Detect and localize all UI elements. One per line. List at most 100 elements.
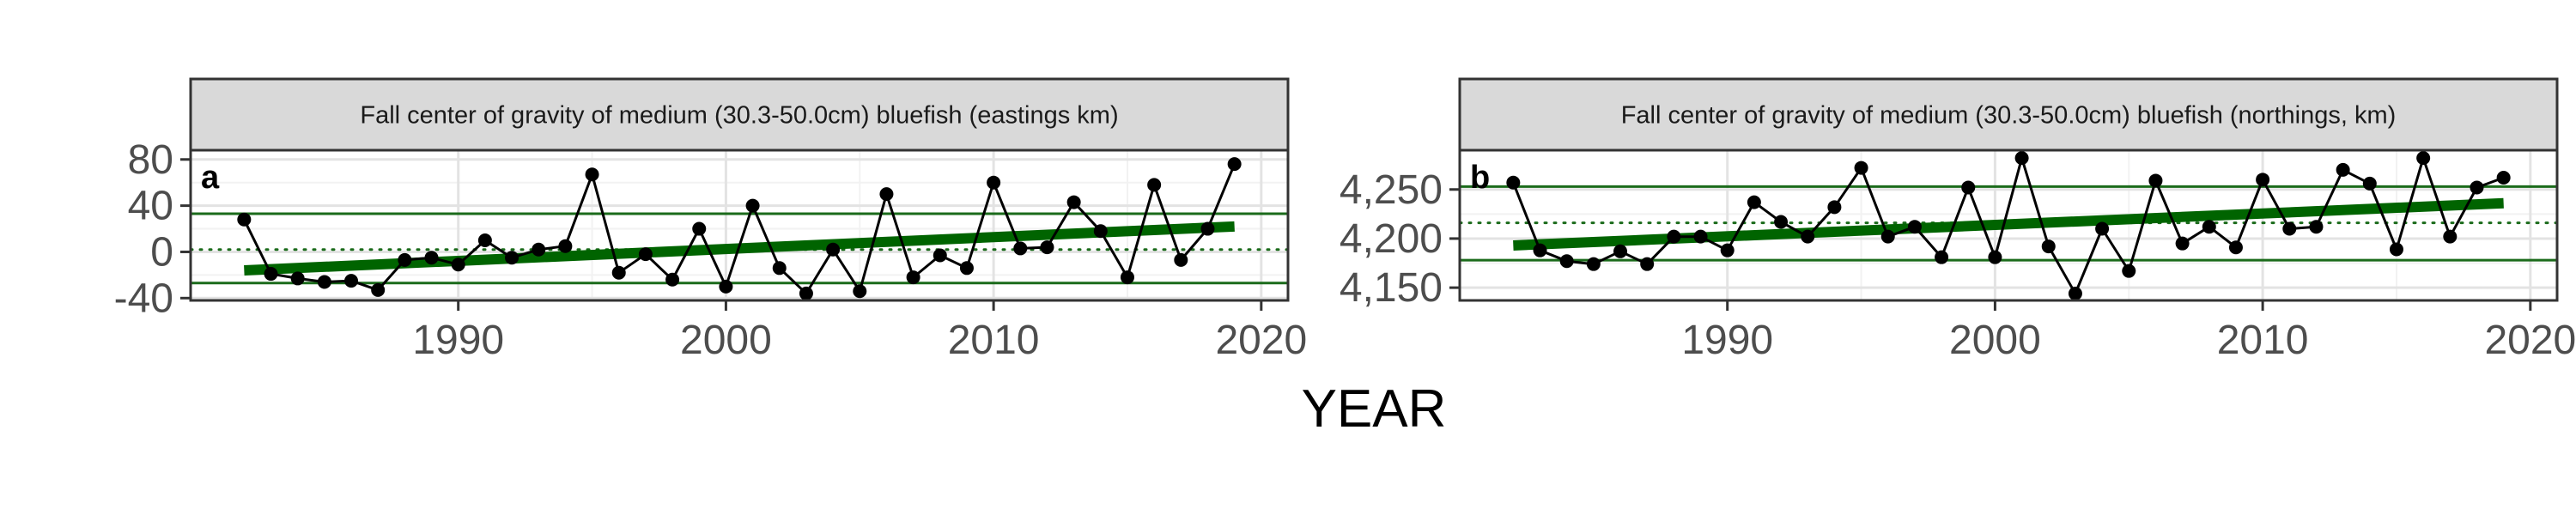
- data-point: [719, 279, 733, 294]
- data-point: [2389, 242, 2403, 257]
- data-point: [1013, 241, 1028, 256]
- data-point: [1880, 229, 1895, 244]
- data-point: [585, 167, 599, 182]
- x-tick-label: 1990: [412, 318, 504, 363]
- data-point: [2202, 220, 2216, 234]
- data-point: [826, 242, 841, 257]
- data-point: [2228, 240, 2243, 255]
- x-tick-label: 2000: [680, 318, 772, 363]
- data-point: [237, 212, 252, 227]
- panel-a-strip-title: Fall center of gravity of medium (30.3-5…: [360, 102, 1118, 130]
- data-point: [398, 252, 412, 267]
- data-point: [853, 284, 867, 299]
- x-tick-label: 2010: [948, 318, 1040, 363]
- data-point: [1040, 240, 1054, 255]
- data-point: [1907, 220, 1922, 234]
- data-point: [290, 271, 305, 286]
- data-point: [1559, 254, 1574, 269]
- data-point: [799, 286, 813, 300]
- x-tick-label: 2020: [2484, 318, 2576, 363]
- data-point: [2122, 264, 2136, 278]
- data-point: [451, 258, 465, 272]
- data-point: [2041, 239, 2056, 254]
- data-point: [959, 261, 974, 276]
- data-point: [772, 261, 787, 276]
- data-point: [477, 233, 492, 247]
- data-point: [745, 198, 760, 213]
- data-point: [1774, 215, 1789, 229]
- data-point: [1640, 257, 1655, 271]
- data-point: [1935, 250, 1949, 264]
- data-point: [2470, 180, 2484, 195]
- panel-b-marks: [1506, 151, 2511, 300]
- data-point: [1147, 178, 1162, 192]
- y-tick-label: -40: [114, 276, 173, 321]
- data-point: [1693, 229, 1708, 244]
- data-point: [1200, 221, 1215, 236]
- data-point: [1174, 252, 1188, 267]
- data-point: [1506, 175, 1521, 190]
- data-point: [2336, 162, 2350, 177]
- y-tick-label: 40: [128, 184, 173, 229]
- data-point: [2256, 173, 2270, 187]
- panel-a-tag: a: [201, 160, 220, 196]
- data-point: [1720, 243, 1735, 258]
- data-point: [987, 175, 1001, 190]
- data-point: [933, 248, 947, 263]
- data-point: [2309, 220, 2324, 234]
- data-point: [2095, 221, 2110, 236]
- x-tick-label: 2000: [1949, 318, 2041, 363]
- data-point: [2148, 173, 2163, 188]
- data-point: [558, 239, 573, 253]
- data-point: [1613, 244, 1628, 258]
- data-point: [638, 247, 653, 262]
- data-point: [317, 275, 331, 289]
- data-point: [2362, 176, 2377, 191]
- data-point: [879, 187, 894, 202]
- y-tick-label: 0: [150, 229, 173, 275]
- data-point: [2416, 151, 2431, 166]
- data-point: [2496, 171, 2511, 185]
- data-point: [2443, 229, 2458, 244]
- data-point: [264, 267, 278, 282]
- data-point: [611, 265, 626, 280]
- y-tick-label: 4,250: [1340, 167, 1443, 213]
- data-point: [1066, 195, 1081, 209]
- data-point: [2282, 221, 2297, 236]
- y-tick-label: 4,150: [1340, 265, 1443, 311]
- y-tick-label: 4,200: [1340, 216, 1443, 262]
- data-point: [1120, 270, 1134, 285]
- data-point: [1854, 161, 1868, 175]
- panel-eastings: Fall center of gravity of medium (30.3-5…: [114, 77, 1308, 363]
- data-point: [2068, 286, 2082, 300]
- panel-a-strip: [189, 77, 1290, 152]
- data-point: [1747, 195, 1761, 209]
- data-point: [1961, 180, 1976, 195]
- panel-b-strip-title: Fall center of gravity of medium (30.3-5…: [1621, 102, 2397, 130]
- data-point: [2014, 151, 2029, 166]
- data-point: [1586, 257, 1601, 271]
- panel-northings: Fall center of gravity of medium (30.3-5…: [1340, 77, 2576, 363]
- y-tick-label: 80: [128, 137, 173, 183]
- data-point: [1801, 229, 1815, 244]
- panel-a-marks: [237, 157, 1242, 300]
- data-point: [371, 282, 386, 297]
- data-point: [424, 251, 439, 265]
- x-axis-title: YEAR: [1302, 379, 1447, 439]
- data-point: [1533, 243, 1547, 258]
- data-point: [2175, 236, 2190, 251]
- data-point: [1827, 200, 1842, 215]
- data-point: [1093, 224, 1108, 239]
- data-point: [532, 242, 546, 257]
- panel-b-strip: [1458, 77, 2559, 152]
- data-point: [1667, 229, 1681, 244]
- data-point: [906, 270, 920, 285]
- x-tick-label: 2020: [1215, 318, 1307, 363]
- data-point: [344, 274, 359, 288]
- data-point: [505, 251, 519, 265]
- data-point: [665, 272, 680, 287]
- panel-a-grid: [191, 150, 1288, 300]
